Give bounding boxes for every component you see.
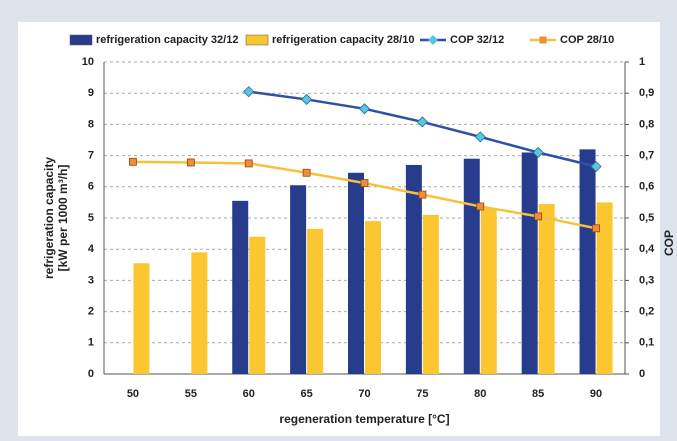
y-tick-label: 7	[88, 150, 94, 162]
y-axis-label: refrigeration capacity	[42, 157, 56, 279]
marker	[416, 116, 428, 128]
legend-label: COP 28/10	[560, 34, 614, 46]
marker	[592, 224, 600, 233]
bar	[463, 158, 480, 374]
y-tick-label: 5	[88, 212, 94, 224]
bar	[480, 208, 497, 374]
bar	[307, 228, 324, 374]
bar	[538, 203, 555, 374]
x-tick-label: 60	[243, 388, 255, 400]
x-tick-label: 85	[532, 388, 544, 400]
marker	[301, 93, 313, 106]
legend-swatch	[69, 34, 93, 46]
x-tick-label: 90	[590, 388, 602, 400]
bar	[422, 214, 439, 374]
marker	[358, 103, 371, 115]
x-tick-label: 80	[474, 388, 486, 400]
y-tick-label: 9	[88, 87, 94, 99]
y2-tick-label: 1	[639, 56, 645, 68]
legend-marker	[428, 35, 438, 45]
y-tick-label: 2	[88, 306, 94, 318]
y2-tick-label: 0,7	[639, 150, 654, 162]
y-tick-label: 0	[88, 368, 94, 380]
bar	[133, 263, 150, 374]
legend-label: refrigeration capacity 28/10	[272, 34, 414, 46]
bar	[290, 185, 307, 374]
y2-axis-label: COP	[662, 230, 676, 256]
bar	[232, 200, 249, 374]
bar	[348, 172, 364, 374]
y2-tick-label: 0,9	[639, 87, 654, 99]
bar	[191, 252, 208, 374]
marker	[129, 157, 137, 166]
marker	[532, 146, 544, 159]
x-axis-label: regeneration temperature [°C]	[279, 412, 449, 426]
marker	[302, 168, 311, 177]
y-tick-label: 3	[88, 274, 94, 286]
y-tick-label: 10	[82, 56, 94, 68]
bar	[249, 236, 266, 374]
y2-tick-label: 0,8	[639, 118, 654, 130]
marker	[243, 86, 255, 98]
y2-tick-label: 0,3	[639, 274, 654, 286]
x-tick-label: 65	[300, 388, 312, 400]
y2-tick-label: 0,6	[639, 181, 654, 193]
legend-label: refrigeration capacity 32/12	[96, 34, 238, 46]
y-tick-label: 8	[88, 118, 94, 130]
marker	[476, 202, 485, 211]
x-tick-label: 55	[185, 388, 197, 400]
y2-tick-label: 0,4	[639, 243, 655, 255]
legend-swatch	[245, 34, 269, 46]
bar	[521, 152, 538, 374]
bar	[579, 149, 596, 374]
x-tick-label: 70	[358, 388, 370, 400]
marker	[534, 212, 543, 221]
y2-tick-label: 0	[639, 368, 645, 380]
y2-tick-label: 0,5	[639, 212, 654, 224]
y-axis-label: [kW per 1000 m³/h]	[56, 165, 70, 272]
y2-tick-label: 0,1	[639, 337, 654, 349]
marker	[360, 179, 369, 187]
marker	[590, 160, 602, 173]
y-tick-label: 6	[88, 181, 94, 193]
marker	[474, 131, 486, 143]
x-tick-label: 50	[127, 388, 139, 400]
bar	[365, 221, 381, 374]
y-tick-label: 1	[88, 337, 94, 349]
bar	[405, 164, 422, 374]
bar	[596, 202, 613, 374]
marker	[186, 158, 195, 167]
y-tick-label: 4	[88, 243, 95, 255]
legend-marker	[539, 36, 547, 44]
x-tick-label: 75	[416, 388, 428, 400]
legend-label: COP 32/12	[450, 34, 504, 46]
y2-tick-label: 0,2	[639, 306, 654, 318]
marker	[244, 159, 253, 168]
marker	[418, 190, 427, 199]
